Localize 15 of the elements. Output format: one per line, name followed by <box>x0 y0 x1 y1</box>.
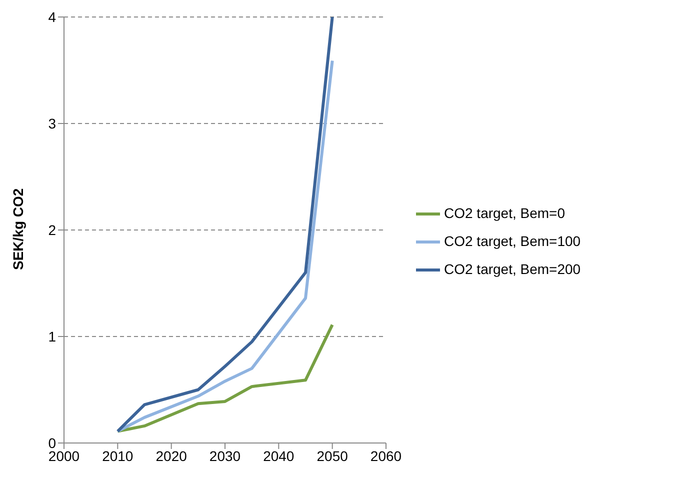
x-tick-label: 2040 <box>263 448 294 464</box>
y-tick-label: 2 <box>48 222 56 238</box>
legend-label: CO2 target, Bem=100 <box>444 232 581 248</box>
x-tick-label: 2050 <box>316 448 348 464</box>
y-tick-label: 4 <box>48 8 56 25</box>
x-tick-label: 2030 <box>209 448 241 464</box>
x-tick-label: 2010 <box>102 448 134 464</box>
line-series <box>116 323 334 433</box>
y-tick-label: 1 <box>48 328 56 344</box>
legend-label: CO2 target, Bem=0 <box>444 204 566 220</box>
y-axis-title: SEK/kg CO2 <box>10 188 26 270</box>
y-tick-label: 3 <box>48 115 56 132</box>
x-tick-label: 2060 <box>370 448 402 464</box>
legend-label: CO2 target, Bem=200 <box>444 260 581 276</box>
x-tick-label: 2020 <box>156 448 188 464</box>
